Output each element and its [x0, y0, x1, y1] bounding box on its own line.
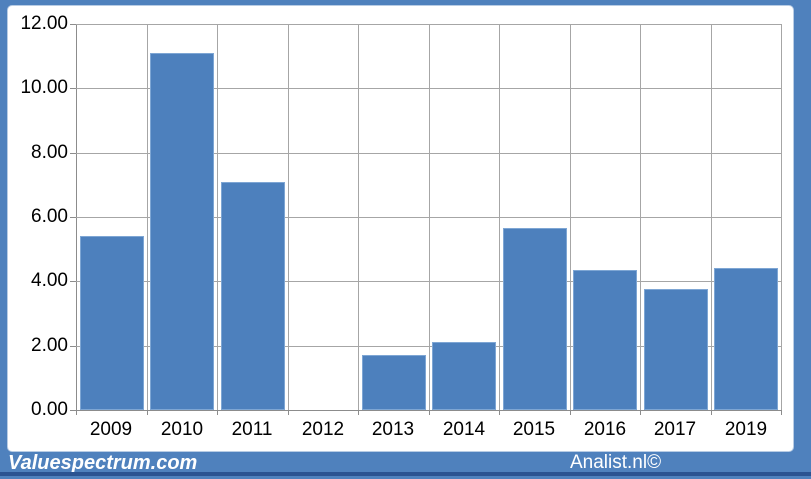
y-axis-tick — [70, 217, 76, 218]
gridline-vertical — [499, 24, 500, 410]
x-axis-line — [76, 410, 781, 411]
x-axis-tick — [711, 410, 712, 415]
y-tick-label: 4.00 — [31, 270, 68, 291]
bar-2015 — [503, 228, 567, 410]
x-axis-tick — [76, 410, 77, 415]
x-axis-tick — [217, 410, 218, 415]
gridline-horizontal — [76, 217, 781, 218]
bar-2017 — [644, 289, 708, 410]
x-axis-tick — [640, 410, 641, 415]
x-axis-tick — [781, 410, 782, 415]
gridline-vertical — [147, 24, 148, 410]
valuespectrum-logo-text: Valuespectrum.com — [8, 452, 198, 474]
gridline-vertical — [288, 24, 289, 410]
bar-2016 — [573, 270, 637, 410]
gridline-vertical — [711, 24, 712, 410]
bar-2019 — [714, 268, 778, 410]
y-tick-label: 10.00 — [20, 77, 68, 98]
y-tick-label: 2.00 — [31, 335, 68, 356]
bar-2009 — [80, 236, 144, 410]
x-tick-label: 2014 — [442, 419, 486, 440]
x-tick-label: 2017 — [653, 419, 697, 440]
gridline-vertical — [429, 24, 430, 410]
gridline-vertical — [217, 24, 218, 410]
x-tick-label: 2015 — [512, 419, 556, 440]
x-axis-tick — [570, 410, 571, 415]
gridline-horizontal — [76, 346, 781, 347]
bar-2013 — [362, 355, 426, 410]
gridline-horizontal — [76, 281, 781, 282]
y-tick-label: 8.00 — [31, 142, 68, 163]
x-axis-tick — [429, 410, 430, 415]
gridline-horizontal — [76, 88, 781, 89]
gridline-vertical — [640, 24, 641, 410]
y-axis-tick — [70, 88, 76, 89]
gridline-vertical — [570, 24, 571, 410]
gridline-horizontal — [76, 153, 781, 154]
bar-2014 — [432, 342, 496, 410]
gridline-vertical — [781, 24, 782, 410]
analist-credit-text: Analist.nl© — [570, 452, 662, 473]
y-tick-label: 0.00 — [31, 399, 68, 420]
x-tick-label: 2019 — [724, 419, 768, 440]
x-axis-tick — [288, 410, 289, 415]
y-axis-tick — [70, 410, 76, 411]
x-tick-label: 2011 — [231, 419, 273, 440]
plot-area — [76, 24, 782, 411]
y-tick-label: 12.00 — [20, 13, 68, 34]
y-axis-tick — [70, 281, 76, 282]
chart-panel: 0.00 2.00 4.00 6.00 8.00 10.00 12.00 2009 2010 20… — [7, 5, 794, 452]
y-tick-label: 6.00 — [31, 206, 68, 227]
x-tick-label: 2012 — [301, 419, 345, 440]
y-axis-tick — [70, 24, 76, 25]
x-tick-label: 2010 — [160, 419, 204, 440]
y-axis-tick — [70, 153, 76, 154]
footer-bar: Valuespectrum.com Analist.nl© — [0, 452, 811, 474]
bar-2011 — [221, 182, 285, 410]
x-axis-tick — [499, 410, 500, 415]
bar-2010 — [150, 53, 214, 410]
gridline-vertical — [358, 24, 359, 410]
x-tick-label: 2016 — [583, 419, 627, 440]
x-tick-label: 2009 — [89, 419, 133, 440]
y-axis-tick — [70, 346, 76, 347]
gridline-horizontal — [76, 24, 781, 25]
x-axis-tick — [358, 410, 359, 415]
x-tick-label: 2013 — [371, 419, 415, 440]
x-axis-tick — [147, 410, 148, 415]
bottom-accent-strip — [0, 472, 811, 476]
